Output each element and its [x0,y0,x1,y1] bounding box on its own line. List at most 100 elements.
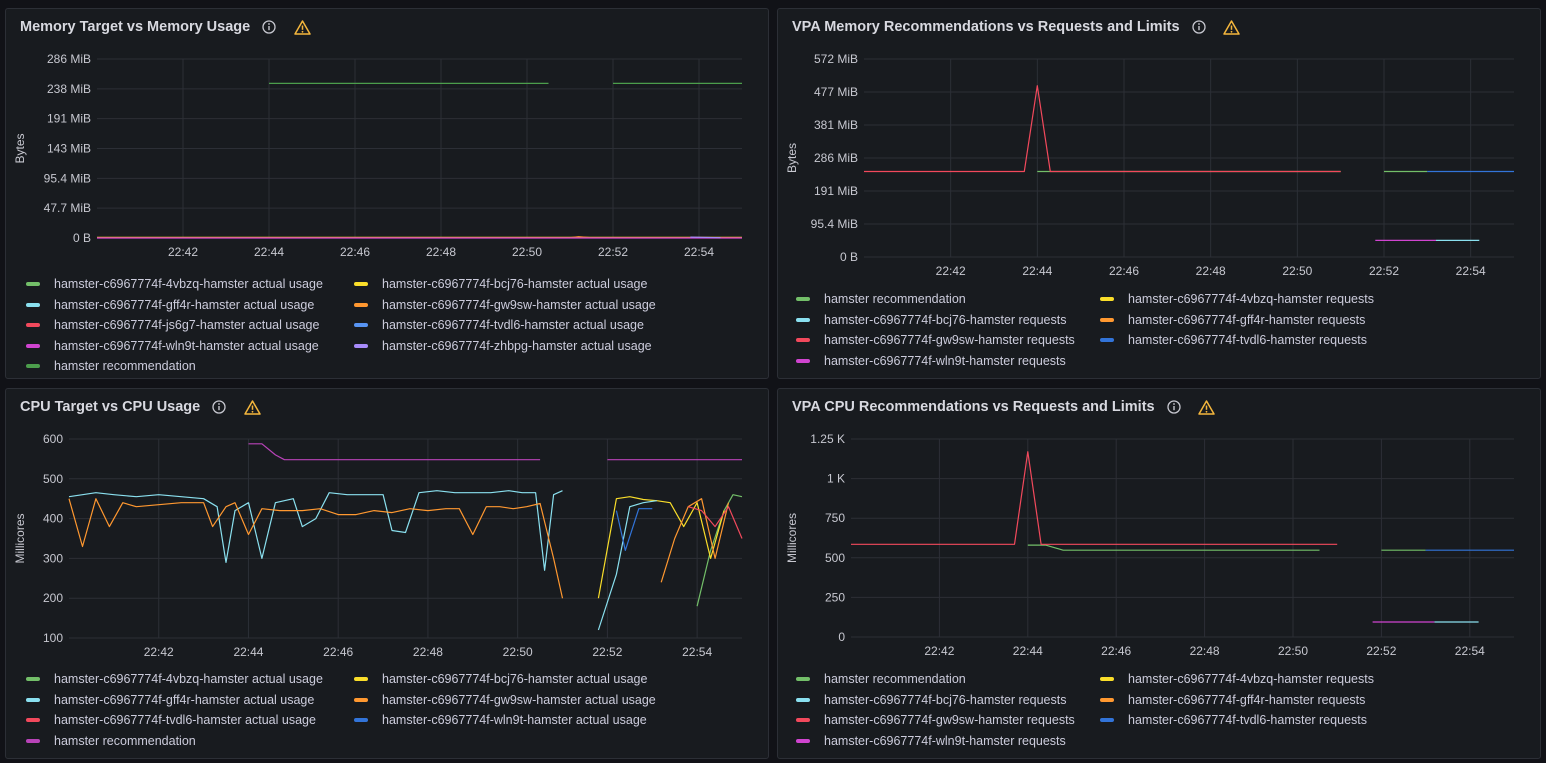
legend-item[interactable]: hamster-c6967774f-gw9sw-hamster requests [796,331,1075,349]
series-line [688,506,743,539]
series-line [851,451,1338,545]
vpa-cpu-chart[interactable]: 1.25 K 1 K 750 500 250 0 22:42 22:44 22:46 22:48 2… [778,389,1542,669]
panel-cpu-target: CPU Target vs CPU Usage 600 500 400 300 200 1… [5,388,769,759]
x-tick-label: 22:42 [936,264,966,278]
legend-label: hamster-c6967774f-gw9sw-hamster actual u… [382,692,656,707]
y-axis-label: Millicores [13,513,27,563]
legend-item[interactable]: hamster-c6967774f-zhbpg-hamster actual u… [354,337,652,355]
legend-item[interactable]: hamster recommendation [796,670,966,688]
x-tick-label: 22:44 [254,245,284,259]
legend-item[interactable]: hamster-c6967774f-bcj76-hamster requests [796,311,1066,329]
x-tick-label: 22:46 [1101,644,1131,658]
legend-item[interactable]: hamster-c6967774f-tvdl6-hamster requests [1100,711,1367,729]
gridlines [69,438,742,639]
series-line [597,500,657,631]
legend-swatch [796,697,810,702]
info-icon[interactable] [1190,18,1208,36]
warning-icon[interactable] [1222,18,1242,36]
legend-item[interactable]: hamster-c6967774f-tvdl6-hamster actual u… [26,711,316,729]
legend-label: hamster-c6967774f-wln9t-hamster requests [824,733,1066,748]
y-tick-label: 381 MiB [814,118,858,132]
gridlines [97,58,742,239]
warning-icon[interactable] [292,18,312,36]
legend-swatch [1100,297,1114,301]
legend-item[interactable]: hamster-c6967774f-4vbzq-hamster actual u… [26,670,323,688]
legend-item[interactable]: hamster-c6967774f-tvdl6-hamster actual u… [354,316,644,334]
series-3 [68,498,730,599]
x-tick-label: 22:50 [503,645,533,659]
info-icon[interactable] [1165,398,1183,416]
legend-item[interactable]: hamster-c6967774f-gff4r-hamster requests [1100,311,1365,329]
legend-item[interactable]: hamster-c6967774f-wln9t-hamster requests [796,352,1066,370]
legend-label: hamster-c6967774f-bcj76-hamster requests [824,692,1067,707]
legend-label: hamster recommendation [824,672,966,686]
legend-swatch [26,302,40,307]
x-tick-label: 22:54 [1455,644,1485,658]
legend-label: hamster-c6967774f-gw9sw-hamster requests [824,713,1075,727]
panel-title[interactable]: VPA CPU Recommendations vs Requests and … [792,399,1155,415]
series-line [690,236,721,239]
legend-item[interactable]: hamster-c6967774f-wln9t-hamster requests [796,732,1066,750]
warning-icon[interactable] [1197,398,1217,416]
legend-swatch [796,297,810,301]
panel-title[interactable]: VPA Memory Recommendations vs Requests a… [792,19,1180,35]
x-tick-label: 22:46 [340,245,370,259]
panel-memory-target: Memory Target vs Memory Usage 286 MiB 238… [5,8,769,379]
info-icon[interactable] [210,398,228,416]
legend-item[interactable]: hamster-c6967774f-tvdl6-hamster requests [1100,331,1367,349]
legend-item[interactable]: hamster-c6967774f-bcj76-hamster requests [796,691,1066,709]
legend-item[interactable]: hamster-c6967774f-gff4r-hamster actual u… [26,296,314,314]
legend-item[interactable]: hamster-c6967774f-gff4r-hamster actual u… [26,691,314,709]
legend-item[interactable]: hamster-c6967774f-gw9sw-hamster actual u… [354,691,656,709]
legend-item[interactable]: hamster-c6967774f-4vbzq-hamster requests [1100,670,1374,688]
legend-item[interactable]: hamster-c6967774f-4vbzq-hamster requests [1100,290,1374,308]
series-2 [68,490,657,631]
panel-title-row: Memory Target vs Memory Usage [20,17,312,37]
legend-item[interactable]: hamster-c6967774f-js6g7-hamster actual u… [26,316,319,334]
x-tick-label: 22:52 [1366,644,1396,658]
legend-swatch [1100,338,1114,342]
legend-swatch [354,697,368,702]
y-tick-label: 1.25 K [810,432,845,446]
panel-title[interactable]: CPU Target vs CPU Usage [20,399,201,415]
x-tick-label: 22:48 [426,245,456,259]
legend-item[interactable]: hamster-c6967774f-bcj76-hamster actual u… [354,275,647,293]
series-line [864,85,1341,173]
legend-item[interactable]: hamster recommendation [26,357,196,375]
legend-label: hamster recommendation [54,359,196,373]
legend-item[interactable]: hamster recommendation [796,290,966,308]
legend-swatch [796,358,810,363]
legend-label: hamster-c6967774f-gw9sw-hamster actual u… [382,297,656,312]
legend-item[interactable]: hamster-c6967774f-gff4r-hamster requests [1100,691,1365,709]
legend-item[interactable]: hamster-c6967774f-gw9sw-hamster requests [796,711,1075,729]
y-tick-label: 191 MiB [814,184,858,198]
series-line [597,496,725,599]
legend-label: hamster-c6967774f-bcj76-hamster actual u… [382,277,648,291]
info-icon[interactable] [260,18,278,36]
y-tick-label: 0 B [73,231,91,245]
panel-title[interactable]: Memory Target vs Memory Usage [20,19,251,35]
legend-swatch [26,282,40,286]
y-tick-label: 191 MiB [47,112,91,126]
legend-swatch [26,323,40,327]
legend-label: hamster-c6967774f-4vbzq-hamster actual u… [54,672,323,686]
legend-item[interactable]: hamster recommendation [26,732,196,750]
legend-item[interactable]: hamster-c6967774f-4vbzq-hamster actual u… [26,275,323,293]
y-tick-label: 286 MiB [814,151,858,165]
x-tick-label: 22:48 [1196,264,1226,278]
panel-title-row: VPA Memory Recommendations vs Requests a… [792,17,1242,37]
legend-swatch [796,718,810,722]
legend-item[interactable]: hamster-c6967774f-wln9t-hamster actual u… [26,337,319,355]
vpa-memory-chart[interactable]: 572 MiB 477 MiB 381 MiB 286 MiB 191 MiB 95.4 … [778,9,1542,289]
warning-icon[interactable] [242,398,262,416]
cpu-usage-chart[interactable]: 600 500 400 300 200 100 22:42 22:44 22:46 22:48 22… [6,389,770,669]
legend-item[interactable]: hamster-c6967774f-bcj76-hamster actual u… [354,670,647,688]
series-1 [597,496,725,599]
memory-usage-chart[interactable]: 286 MiB 238 MiB 191 MiB 143 MiB 95.4 MiB 47.7… [6,9,770,269]
y-tick-label: 600 [43,432,63,446]
series-6 [248,443,742,461]
legend-label: hamster-c6967774f-tvdl6-hamster requests [1128,713,1368,727]
series-4 [864,85,1341,173]
legend-item[interactable]: hamster-c6967774f-gw9sw-hamster actual u… [354,296,656,314]
legend-item[interactable]: hamster-c6967774f-wln9t-hamster actual u… [354,711,647,729]
